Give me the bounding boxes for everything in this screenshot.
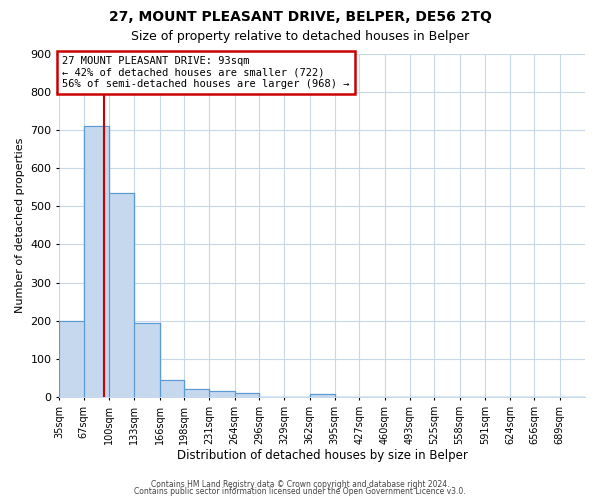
Text: 27 MOUNT PLEASANT DRIVE: 93sqm
← 42% of detached houses are smaller (722)
56% of: 27 MOUNT PLEASANT DRIVE: 93sqm ← 42% of … [62,56,349,89]
Text: Size of property relative to detached houses in Belper: Size of property relative to detached ho… [131,30,469,43]
X-axis label: Distribution of detached houses by size in Belper: Distribution of detached houses by size … [177,450,467,462]
Text: Contains HM Land Registry data © Crown copyright and database right 2024.: Contains HM Land Registry data © Crown c… [151,480,449,489]
Text: 27, MOUNT PLEASANT DRIVE, BELPER, DE56 2TQ: 27, MOUNT PLEASANT DRIVE, BELPER, DE56 2… [109,10,491,24]
Y-axis label: Number of detached properties: Number of detached properties [15,138,25,313]
Text: Contains public sector information licensed under the Open Government Licence v3: Contains public sector information licen… [134,487,466,496]
